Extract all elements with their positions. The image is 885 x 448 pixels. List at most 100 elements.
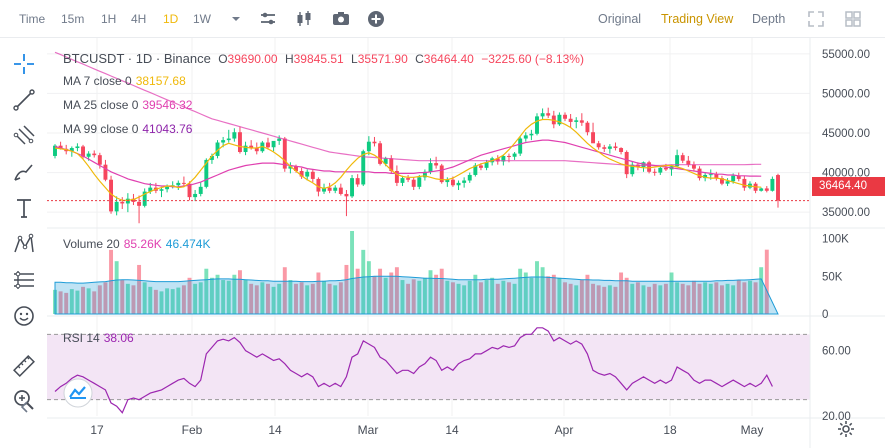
candle-body bbox=[249, 145, 254, 149]
volume-bar bbox=[394, 267, 399, 314]
candle bbox=[725, 178, 730, 187]
volume-bar bbox=[355, 268, 360, 314]
timeframe-time[interactable]: Time bbox=[19, 12, 46, 26]
view-original[interactable]: Original bbox=[598, 12, 642, 26]
candle-body bbox=[114, 201, 119, 212]
candle bbox=[266, 137, 270, 150]
candle bbox=[344, 190, 349, 217]
candle bbox=[305, 169, 310, 181]
pattern-icon[interactable] bbox=[12, 232, 36, 256]
candle bbox=[462, 177, 467, 188]
volume-bar bbox=[652, 283, 657, 314]
candle-body bbox=[630, 164, 635, 175]
candle-body bbox=[422, 171, 427, 178]
indicator-settings-icon[interactable] bbox=[258, 9, 278, 29]
candle-body bbox=[400, 178, 405, 183]
volume-bar bbox=[271, 286, 276, 314]
rsi-legend: RSI 14 38.06 bbox=[63, 331, 134, 345]
candle-body bbox=[226, 138, 231, 141]
volume-bar bbox=[64, 292, 69, 314]
trend-line-icon[interactable] bbox=[12, 88, 36, 112]
candle-body bbox=[137, 201, 142, 206]
candlestick-type-icon[interactable] bbox=[294, 9, 314, 29]
candle-body bbox=[770, 178, 775, 191]
candle-body bbox=[703, 174, 708, 179]
candle bbox=[288, 162, 293, 174]
rsi-axis-label: 60.00 bbox=[822, 346, 851, 358]
volume-bar bbox=[691, 280, 696, 314]
volume-bar bbox=[663, 283, 668, 314]
timeframe-15m[interactable]: 15m bbox=[61, 12, 85, 26]
candle bbox=[350, 174, 355, 198]
view-depth[interactable]: Depth bbox=[752, 12, 786, 26]
candle-body bbox=[535, 116, 539, 134]
candle-body bbox=[596, 143, 601, 148]
volume-bar bbox=[725, 283, 730, 314]
emoji-icon[interactable] bbox=[12, 304, 36, 328]
candle-body bbox=[299, 171, 304, 177]
timeframe-1h[interactable]: 1H bbox=[101, 12, 117, 26]
volume-bar bbox=[641, 285, 646, 314]
candle-body bbox=[512, 153, 517, 157]
volume-bar bbox=[249, 283, 254, 314]
candle-body bbox=[540, 113, 545, 117]
volume-bar bbox=[675, 282, 680, 314]
volume-bar bbox=[563, 282, 567, 314]
volume-bar bbox=[120, 280, 125, 314]
volume-bar bbox=[170, 289, 175, 314]
tradingview-logo-icon bbox=[63, 378, 93, 408]
grid-layout-icon[interactable] bbox=[843, 9, 863, 29]
candle-body bbox=[322, 187, 326, 192]
prediction-icon[interactable] bbox=[12, 268, 36, 292]
candle bbox=[181, 176, 186, 187]
candle-body bbox=[344, 193, 349, 197]
candle-body bbox=[294, 166, 298, 171]
volume-bar bbox=[148, 286, 153, 314]
time-axis-label: Apr bbox=[555, 423, 574, 437]
timeframe-4h[interactable]: 4H bbox=[131, 12, 147, 26]
candle bbox=[647, 160, 652, 174]
candle-body bbox=[75, 146, 80, 149]
candle bbox=[697, 166, 702, 181]
candle bbox=[574, 117, 579, 129]
timeframe-1d[interactable]: 1D bbox=[163, 12, 179, 26]
volume-bar bbox=[540, 267, 545, 314]
screenshot-camera-icon[interactable] bbox=[331, 9, 351, 29]
candle-body bbox=[462, 180, 467, 183]
candle bbox=[518, 136, 523, 156]
volume-bar bbox=[125, 283, 130, 314]
candle bbox=[742, 175, 747, 191]
volume-bar bbox=[680, 283, 685, 314]
volume-legend: Volume 20 85.26K 46.474K bbox=[63, 237, 211, 251]
candle-body bbox=[406, 178, 411, 180]
volume-bar bbox=[406, 283, 411, 314]
candle-body bbox=[434, 163, 439, 166]
fib-tool-icon[interactable] bbox=[12, 124, 36, 148]
crosshair-icon[interactable] bbox=[12, 52, 36, 76]
candle bbox=[641, 161, 646, 172]
candle bbox=[596, 140, 601, 150]
chevron-left-icon[interactable] bbox=[18, 400, 32, 414]
candle-body bbox=[350, 178, 355, 197]
settings-gear-icon[interactable] bbox=[837, 420, 855, 438]
view-trading-view[interactable]: Trading View bbox=[661, 12, 734, 26]
volume-bar bbox=[619, 272, 624, 314]
price-axis-label: 40000.00 bbox=[822, 168, 870, 180]
candle bbox=[176, 180, 181, 190]
ruler-icon[interactable] bbox=[12, 354, 36, 378]
price-chart[interactable]: 55000.00 50000.00 45000.00 40000.00 35000.00… bbox=[0, 38, 885, 448]
timeframe-1w[interactable]: 1W bbox=[193, 12, 211, 26]
candle-body bbox=[725, 181, 730, 184]
fullscreen-icon[interactable] bbox=[806, 9, 826, 29]
chevron-down-icon[interactable] bbox=[226, 9, 246, 29]
volume-bar bbox=[243, 280, 248, 314]
ma99-line bbox=[54, 51, 762, 167]
text-icon[interactable] bbox=[12, 196, 36, 220]
volume-bar bbox=[109, 249, 114, 314]
volume-bar bbox=[602, 286, 607, 314]
volume-bar bbox=[366, 261, 371, 314]
add-circle-icon[interactable] bbox=[366, 9, 386, 29]
zoom-in-icon[interactable] bbox=[12, 388, 36, 412]
candle bbox=[523, 132, 528, 142]
brush-icon[interactable] bbox=[12, 160, 36, 184]
